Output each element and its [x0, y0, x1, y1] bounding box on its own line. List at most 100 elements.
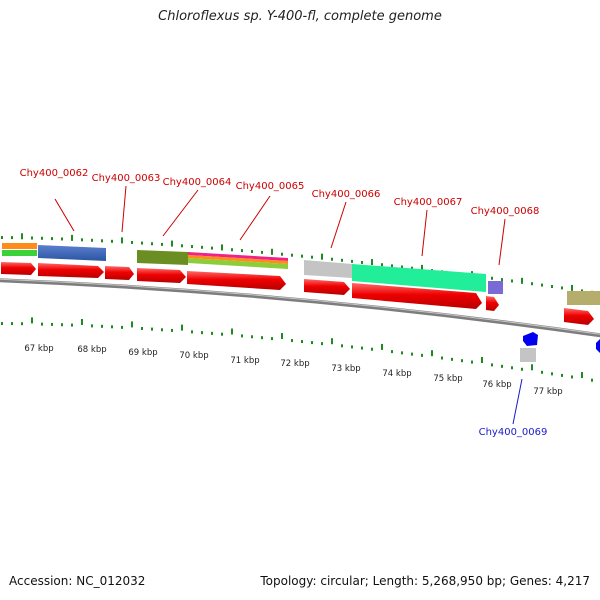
gene-arrow-edge-blue	[596, 339, 600, 353]
gene-label[interactable]: Chy400_0066	[312, 189, 381, 200]
accession-text: Accession: NC_012032	[9, 574, 146, 588]
tick-major	[121, 237, 123, 244]
tick-minor	[411, 266, 413, 270]
gene-arrow-0062	[38, 263, 104, 278]
tick-major	[221, 244, 223, 251]
tick-major	[571, 284, 573, 291]
genome-backbone	[0, 278, 600, 338]
tick-minor	[201, 245, 203, 249]
gene-label[interactable]: Chy400_0067	[394, 197, 463, 208]
feature-green	[2, 250, 37, 256]
tick-minor	[41, 236, 43, 240]
tick-label: 75 kbp	[433, 374, 462, 384]
tick-minor	[391, 350, 393, 354]
tick-minor	[261, 250, 263, 254]
feature-silver	[304, 260, 352, 278]
tick-minor	[241, 249, 243, 253]
tick-minor	[181, 244, 183, 248]
genome-backbone-highlight	[0, 278, 600, 335]
tick-label: 73 kbp	[331, 364, 360, 374]
tick-minor	[491, 363, 493, 367]
tick-minor	[221, 332, 223, 336]
gene-arrow-0065	[187, 271, 286, 290]
tick-major	[371, 259, 373, 266]
tick-minor	[301, 254, 303, 258]
tick-major	[171, 240, 173, 247]
tick-minor	[551, 285, 553, 289]
tick-minor	[541, 283, 543, 287]
gene-label[interactable]: Chy400_0064	[163, 177, 232, 188]
tick-minor	[471, 360, 473, 364]
tick-minor	[101, 324, 103, 328]
feature-magenta	[188, 252, 288, 261]
gene-label[interactable]: Chy400_0063	[92, 173, 161, 184]
gene-label[interactable]: Chy400_0069	[479, 427, 548, 438]
tick-minor	[281, 252, 283, 256]
tick-label: 67 kbp	[24, 344, 53, 354]
annotation-track	[2, 243, 600, 305]
gene-labels: Chy400_0062 Chy400_0063 Chy400_0064 Chy400_…	[20, 168, 548, 438]
tick-minor	[271, 337, 273, 341]
tick-minor	[111, 325, 113, 329]
tick-minor	[191, 330, 193, 334]
inner-tick-row	[1, 317, 593, 382]
tick-minor	[251, 335, 253, 339]
tick-major	[321, 253, 323, 260]
tick-minor	[261, 336, 263, 340]
tick-major	[331, 338, 333, 345]
tick-minor	[151, 327, 153, 331]
tick-minor	[291, 339, 293, 343]
tick-minor	[351, 259, 353, 263]
tick-label: 77 kbp	[533, 387, 562, 397]
map-title: Chloroflexus sp. Y-400-fl, complete geno…	[158, 9, 442, 24]
tick-minor	[571, 375, 573, 379]
gene-arrow-0063	[105, 266, 134, 280]
tick-minor	[511, 366, 513, 370]
tick-minor	[91, 324, 93, 328]
tick-minor	[501, 278, 503, 282]
tick-major	[81, 318, 83, 325]
tick-minor	[511, 279, 513, 283]
gene-arrow-0064	[137, 268, 186, 283]
tick-minor	[251, 249, 253, 253]
tick-minor	[561, 286, 563, 290]
tick-minor	[591, 378, 593, 382]
feature-orange	[2, 243, 37, 249]
gene-arrow-0068	[486, 296, 499, 311]
tick-minor	[381, 263, 383, 267]
tick-major	[431, 350, 433, 357]
tick-minor	[211, 246, 213, 250]
tick-minor	[131, 240, 133, 244]
tick-minor	[61, 237, 63, 241]
tick-minor	[231, 248, 233, 252]
tick-major	[231, 328, 233, 335]
gene-arrow-0066	[304, 279, 350, 295]
tick-minor	[171, 328, 173, 332]
feature-khaki	[567, 291, 600, 305]
gene-arrow-right	[564, 308, 594, 325]
tick-major	[421, 264, 423, 271]
tick-major	[281, 333, 283, 340]
tick-minor	[101, 239, 103, 243]
reverse-genes	[520, 332, 600, 362]
tick-minor	[121, 325, 123, 329]
tick-minor	[361, 260, 363, 264]
gene-arrow-0067	[352, 283, 482, 309]
tick-minor	[71, 323, 73, 327]
tick-minor	[321, 342, 323, 346]
tick-minor	[391, 264, 393, 268]
gene-label[interactable]: Chy400_0065	[236, 181, 305, 192]
gene-label[interactable]: Chy400_0062	[20, 168, 89, 179]
tick-minor	[421, 353, 423, 357]
tick-minor	[21, 322, 23, 326]
tick-minor	[291, 253, 293, 257]
tick-major	[581, 372, 583, 379]
gene-label[interactable]: Chy400_0068	[471, 206, 540, 217]
tick-minor	[401, 351, 403, 355]
tick-label: 74 kbp	[382, 369, 411, 379]
tick-minor	[451, 357, 453, 361]
tick-minor	[461, 359, 463, 363]
tick-minor	[81, 238, 83, 242]
tick-minor	[521, 367, 523, 371]
label-leaders	[54, 185, 523, 425]
